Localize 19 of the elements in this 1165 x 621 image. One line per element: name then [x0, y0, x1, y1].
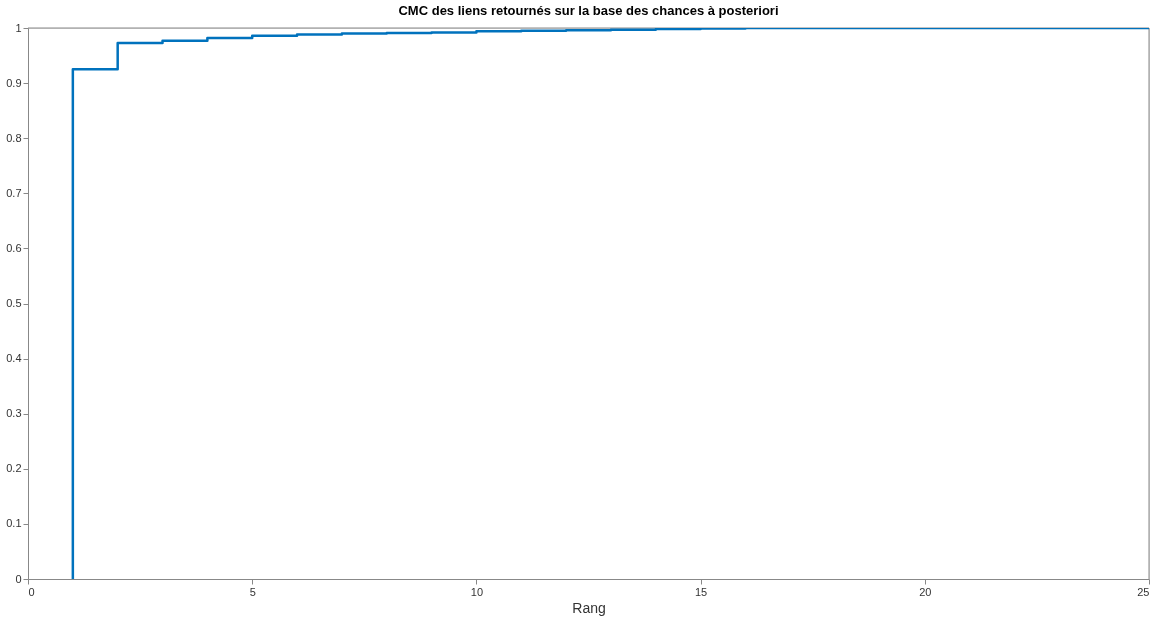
- x-axis-title: Rang: [572, 599, 606, 616]
- y-tick-label: 0.7: [6, 186, 22, 199]
- x-tick-label: 20: [919, 585, 932, 598]
- y-tick-label: 0.3: [6, 407, 22, 420]
- x-tick-label: 10: [470, 585, 484, 598]
- y-tick-label: 1: [15, 21, 22, 34]
- y-tick-label: 0.5: [6, 297, 22, 309]
- y-tick-label: 0.4: [6, 352, 22, 365]
- y-tick-label: 0.8: [6, 131, 22, 144]
- x-tick-label: 15: [694, 585, 708, 598]
- x-tick-label: 25: [1137, 585, 1150, 598]
- chart-title: CMC des liens retournés sur la base des chances à posteriori: [398, 3, 779, 18]
- y-tick-label: 0.1: [6, 517, 22, 530]
- x-tick-label: 5: [249, 585, 256, 598]
- y-tick-label: 0: [15, 572, 22, 585]
- y-tick-label: 0.2: [6, 462, 22, 475]
- y-tick-label: 0.6: [6, 241, 22, 254]
- y-tick-label: 0.9: [6, 76, 22, 89]
- x-tick-label: 0: [28, 585, 35, 598]
